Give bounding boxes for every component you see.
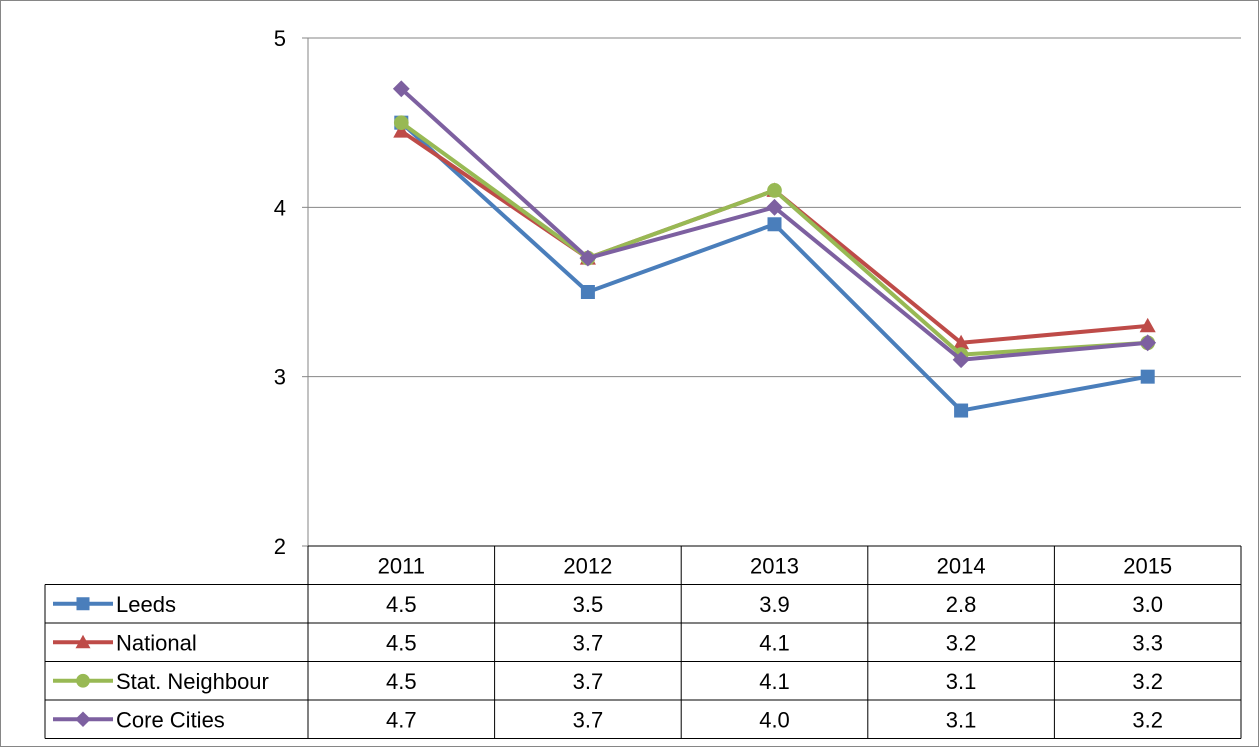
table-cell: 3.5 bbox=[573, 592, 604, 617]
table-cell: 2.8 bbox=[946, 592, 977, 617]
y-axis: 2 3 4 5 bbox=[274, 26, 309, 559]
data-point bbox=[953, 334, 970, 350]
legend-marker bbox=[76, 597, 90, 611]
data-point bbox=[1140, 369, 1155, 384]
table-cell: 4.5 bbox=[386, 630, 417, 655]
data-point bbox=[767, 217, 782, 232]
data-point bbox=[393, 115, 409, 131]
x-tick-label: 2013 bbox=[750, 553, 799, 578]
data-point bbox=[952, 351, 970, 369]
y-tick-label: 2 bbox=[274, 534, 286, 559]
y-tick-label: 5 bbox=[274, 26, 286, 51]
data-point bbox=[392, 80, 410, 98]
table-cell: 4.1 bbox=[759, 669, 790, 694]
x-tick-label: 2014 bbox=[937, 553, 986, 578]
table-cell: 3.1 bbox=[946, 707, 977, 732]
table-cell: 3.1 bbox=[946, 669, 977, 694]
table-cell: 4.5 bbox=[386, 592, 417, 617]
table-cell: 3.7 bbox=[573, 630, 604, 655]
table-cell: 4.5 bbox=[386, 669, 417, 694]
table-cell: 4.7 bbox=[386, 707, 417, 732]
data-point bbox=[579, 249, 597, 267]
data-point bbox=[1139, 317, 1156, 333]
table-cell: 4.1 bbox=[759, 630, 790, 655]
table-cell: 3.7 bbox=[573, 669, 604, 694]
legend-label: National bbox=[116, 630, 197, 655]
series-layer bbox=[392, 80, 1157, 418]
legend-marker bbox=[75, 634, 91, 649]
x-tick-label: 2012 bbox=[563, 553, 612, 578]
data-table: 2011 2012 2013 2014 2015 Leeds 4.5 3.5 3.9 2.8 3.0… bbox=[44, 545, 1242, 739]
x-tick-label: 2011 bbox=[378, 553, 425, 578]
table-cell: 3.2 bbox=[1132, 669, 1163, 694]
table-cell: 3.3 bbox=[1132, 630, 1163, 655]
table-cell: 3.2 bbox=[1132, 707, 1163, 732]
data-point bbox=[767, 183, 782, 198]
data-point bbox=[1139, 334, 1157, 352]
table-cell: 3.7 bbox=[573, 707, 604, 732]
legend-marker bbox=[75, 711, 91, 728]
table-cell: 3.9 bbox=[759, 592, 790, 617]
data-point bbox=[766, 198, 783, 216]
legend-label: Core Cities bbox=[116, 707, 225, 732]
series-core-cities bbox=[392, 80, 1157, 369]
x-tick-label: 2015 bbox=[1123, 553, 1172, 578]
legend-marker bbox=[76, 673, 90, 688]
y-tick-label: 4 bbox=[274, 195, 286, 220]
table-cell: 3.0 bbox=[1132, 592, 1163, 617]
table-cell: 3.2 bbox=[946, 630, 977, 655]
table-cell: 4.0 bbox=[759, 707, 790, 732]
data-point bbox=[580, 285, 595, 299]
y-tick-label: 3 bbox=[274, 365, 286, 390]
data-point bbox=[393, 123, 410, 138]
data-point bbox=[954, 403, 969, 418]
legend-label: Stat. Neighbour bbox=[116, 669, 269, 694]
legend-label: Leeds bbox=[116, 592, 176, 617]
